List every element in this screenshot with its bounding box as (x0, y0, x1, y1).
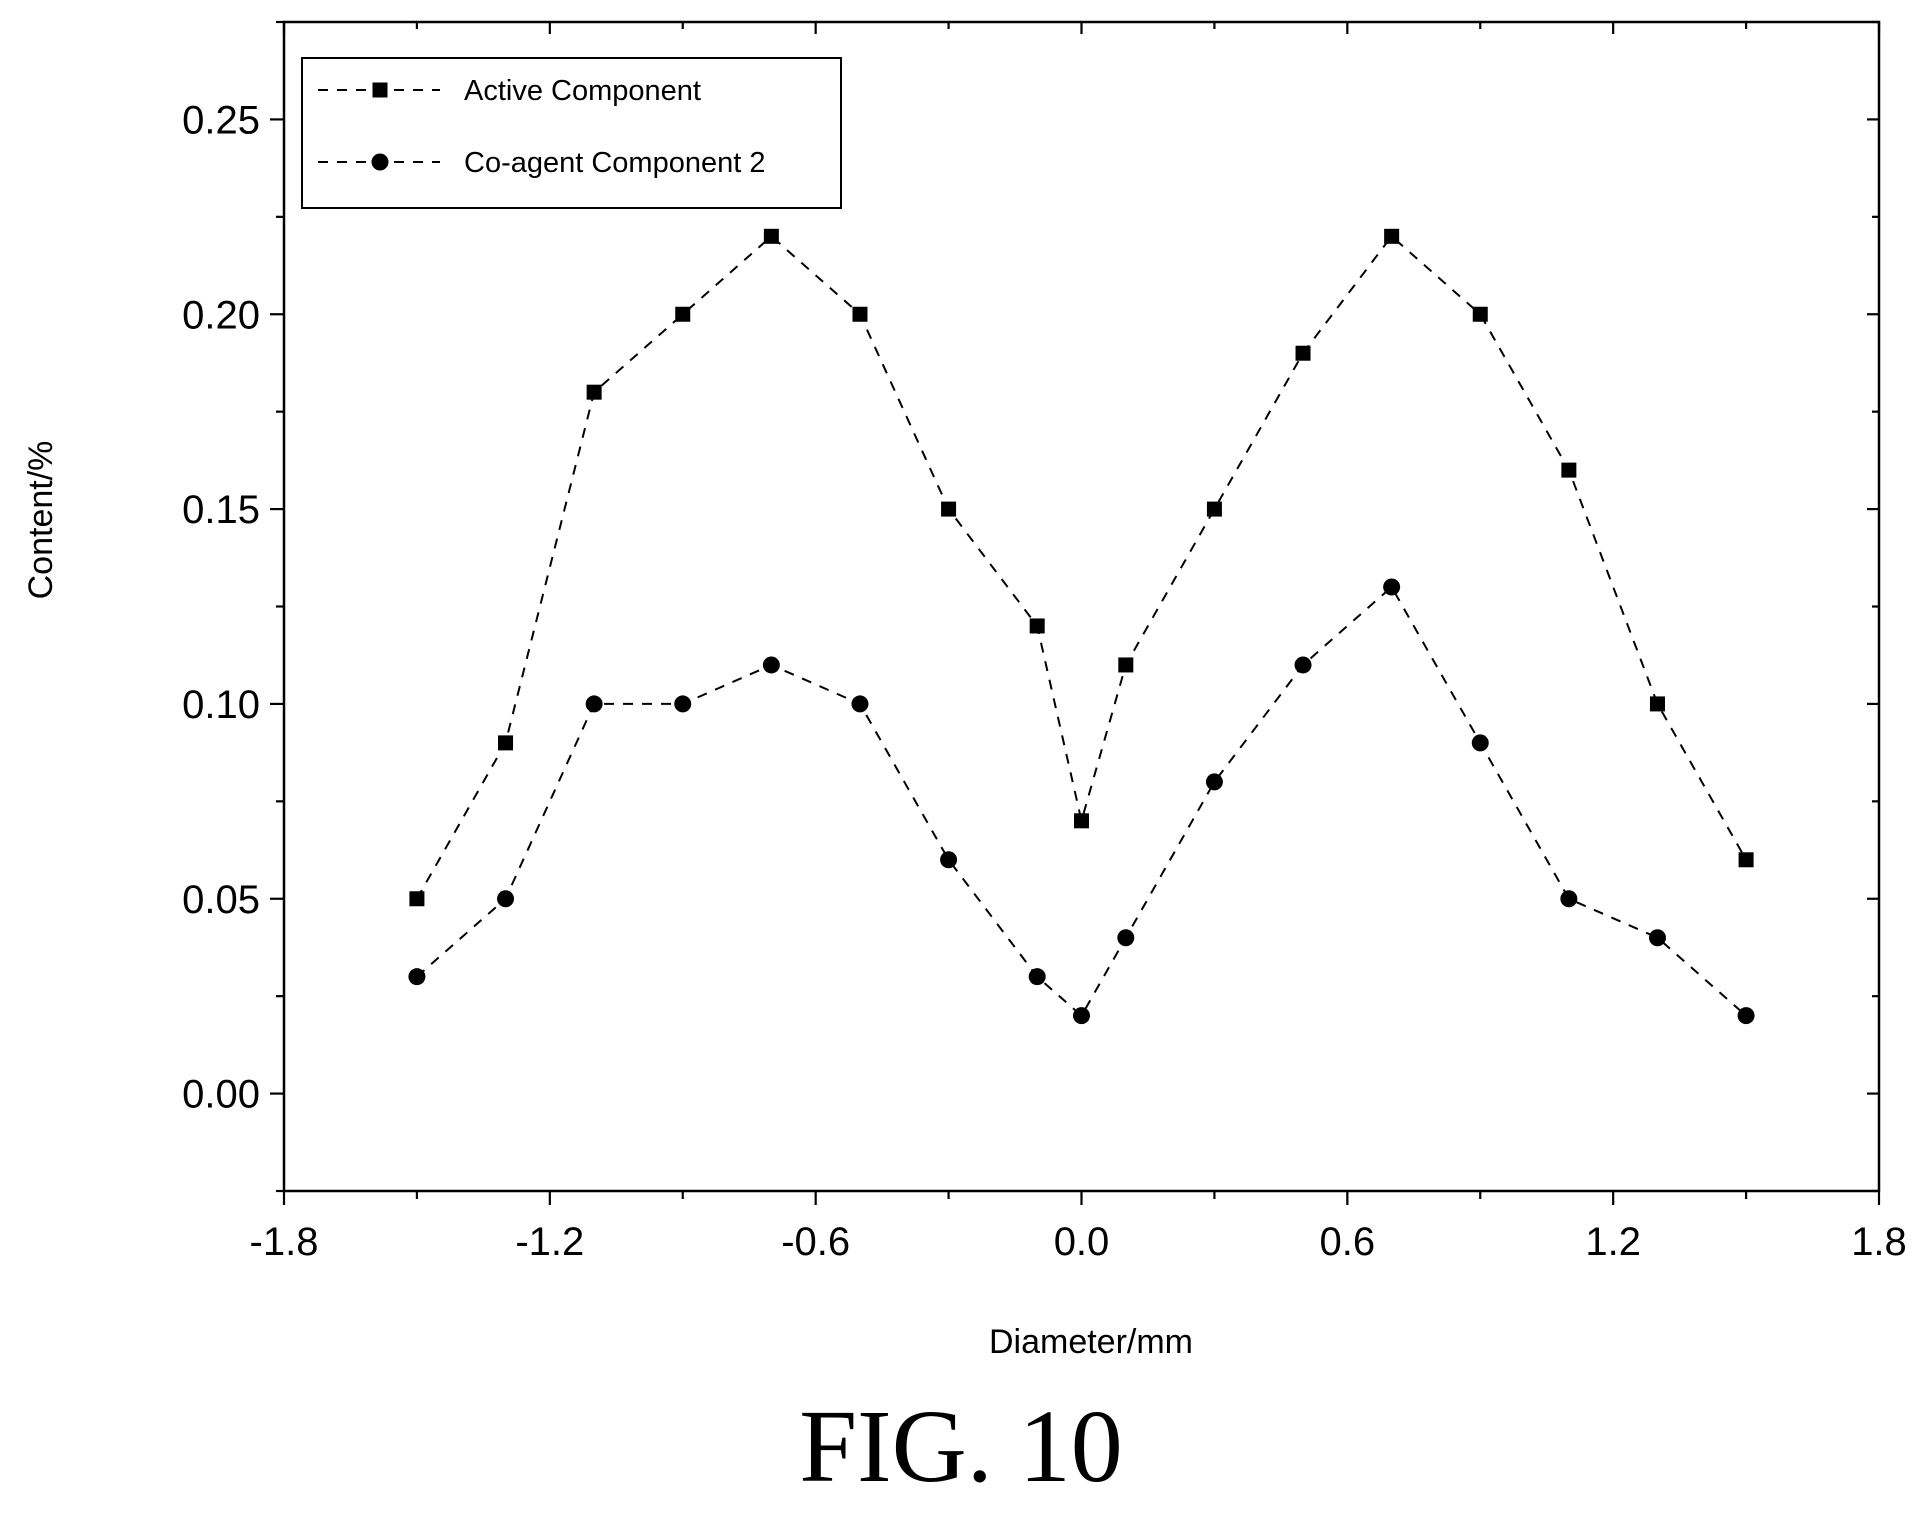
x-tick-label-6: 1.8 (1851, 1220, 1907, 1264)
data-point-1-14 (1560, 890, 1578, 908)
legend-marker-0 (372, 82, 388, 98)
x-tick-label-0: -1.8 (250, 1220, 319, 1264)
data-point-0-2 (586, 384, 602, 400)
data-point-0-9 (1118, 657, 1134, 673)
data-point-0-0 (409, 891, 425, 907)
y-axis: 0.00 0.05 0.10 0.15 0.20 0.25 (182, 20, 1879, 1193)
legend: Active Component Co-agent Component 2 (301, 57, 842, 209)
y-tick-label-2: 0.10 (182, 683, 260, 727)
data-point-1-9 (1117, 929, 1135, 947)
y-tick-label-5: 0.25 (182, 98, 260, 142)
data-point-0-10 (1206, 501, 1222, 517)
data-point-0-3 (675, 306, 691, 322)
data-point-1-15 (1648, 929, 1666, 947)
series-0 (409, 228, 1754, 907)
data-point-1-16 (1737, 1007, 1755, 1025)
data-point-0-11 (1295, 345, 1311, 361)
data-point-1-12 (1383, 578, 1401, 596)
data-point-0-15 (1649, 696, 1665, 712)
data-point-1-7 (1028, 968, 1046, 986)
data-point-1-10 (1205, 773, 1223, 791)
data-point-0-6 (941, 501, 957, 517)
legend-marker-1 (371, 153, 389, 171)
x-axis: -1.8 -1.2 -0.6 0.0 0.6 1.2 1.8 (250, 22, 1907, 1264)
legend-label-0: Active Component (464, 75, 701, 107)
legend-entry-0: Active Component (318, 75, 701, 107)
legend-box (301, 57, 842, 209)
series-line-1 (416, 585, 1747, 1018)
series-1 (408, 578, 1755, 1025)
data-point-1-4 (762, 656, 780, 674)
data-point-0-1 (498, 735, 514, 751)
x-tick-label-4: 0.6 (1320, 1220, 1376, 1264)
data-point-1-1 (497, 890, 515, 908)
x-tick-label-1: -1.2 (515, 1220, 584, 1264)
data-point-0-4 (763, 228, 779, 244)
x-tick-label-3: 0.0 (1054, 1220, 1110, 1264)
data-point-1-6 (940, 851, 958, 869)
legend-label-1: Co-agent Component 2 (464, 147, 765, 179)
y-tick-label-3: 0.15 (182, 488, 260, 532)
series-line-0 (416, 234, 1747, 900)
data-point-1-11 (1294, 656, 1312, 674)
y-tick-label-0: 0.00 (182, 1073, 260, 1117)
legend-items: Active Component Co-agent Component 2 (318, 75, 765, 179)
data-point-1-8 (1073, 1007, 1090, 1025)
data-point-0-13 (1472, 306, 1488, 322)
x-axis-title: Diameter/mm (989, 1323, 1193, 1361)
y-tick-label-4: 0.20 (182, 293, 260, 337)
data-point-1-2 (585, 695, 603, 713)
y-axis-title: Content/% (22, 441, 60, 600)
x-tick-label-5: 1.2 (1585, 1220, 1641, 1264)
data-point-1-5 (851, 695, 869, 713)
x-tick-label-2: -0.6 (781, 1220, 850, 1264)
data-point-0-5 (852, 306, 868, 322)
data-point-0-14 (1561, 462, 1577, 478)
data-point-0-8 (1074, 813, 1089, 829)
y-tick-label-1: 0.05 (182, 878, 260, 922)
data-point-1-0 (408, 968, 426, 986)
series-layer (408, 228, 1755, 1025)
data-point-0-16 (1738, 852, 1754, 868)
data-point-1-3 (674, 695, 692, 713)
legend-entry-1: Co-agent Component 2 (318, 147, 765, 179)
data-point-0-12 (1384, 228, 1400, 244)
figure-caption: FIG. 10 (799, 1389, 1123, 1504)
data-point-1-13 (1471, 734, 1489, 752)
data-point-0-7 (1029, 618, 1045, 634)
